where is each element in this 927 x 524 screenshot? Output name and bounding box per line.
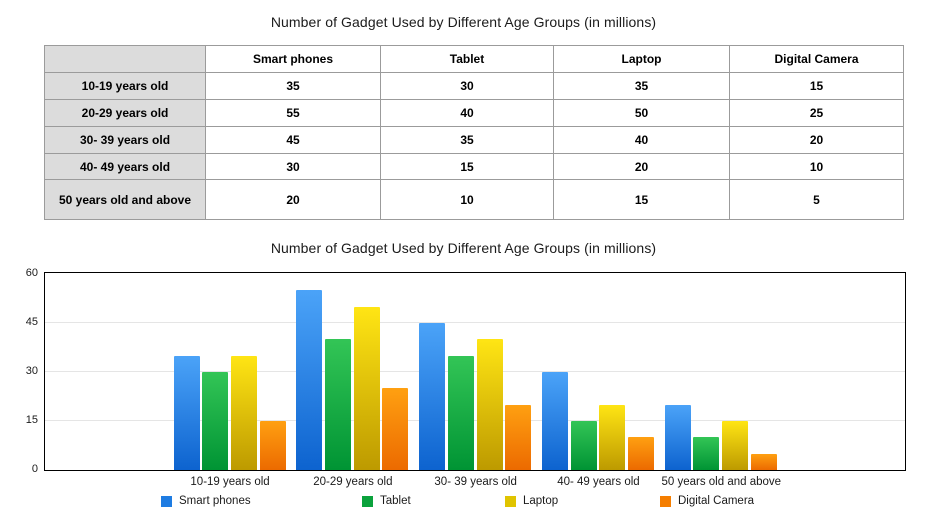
table-cell: 35	[553, 72, 730, 100]
chart-title: Number of Gadget Used by Different Age G…	[270, 240, 657, 256]
y-axis-tick-label-15: 15	[25, 413, 38, 426]
bar-tablet-50-years-old-and-above	[693, 437, 720, 470]
table-cell: 40	[553, 126, 730, 154]
category-label-20-29-years-old: 20-29 years old	[313, 476, 393, 488]
gridline-15	[45, 420, 905, 421]
gridline-30	[45, 371, 905, 372]
table-cell: 15	[553, 179, 730, 220]
table-cell: 40	[380, 99, 554, 127]
legend-item-smart-phones: Smart phones	[161, 495, 251, 507]
table-cell: 50	[553, 99, 730, 127]
table-col-header-tablet: Tablet	[380, 45, 554, 73]
table-cell: 30	[380, 72, 554, 100]
legend-item-digital-camera: Digital Camera	[660, 495, 754, 507]
table-cell: 25	[729, 99, 904, 127]
table-row-label-20-29-years-old: 20-29 years old	[44, 99, 206, 127]
bar-digital-camera-30-39-years-old	[505, 404, 532, 470]
table-cell: 20	[553, 153, 730, 180]
legend-swatch-digital-camera	[660, 495, 671, 507]
category-label-50-years-old-and-above: 50 years old and above	[661, 476, 782, 488]
gridline-45	[45, 322, 905, 323]
table-corner-cell	[44, 45, 206, 73]
table-cell: 45	[205, 126, 381, 154]
plot-area	[44, 272, 906, 471]
category-label-10-19-years-old: 10-19 years old	[190, 476, 270, 488]
data-table: Smart phones Tablet Laptop Digital Camera 10…	[44, 45, 904, 220]
table-row-label-40-49-years-old: 40- 49 years old	[44, 153, 206, 180]
legend-swatch-smart-phones	[161, 495, 172, 507]
legend-label: Smart phones	[179, 495, 251, 507]
table-cell: 15	[380, 153, 554, 180]
table-cell: 15	[729, 72, 904, 100]
table-cell: 35	[380, 126, 554, 154]
table-header-row: Smart phones Tablet Laptop Digital Camera	[44, 45, 904, 73]
y-axis-tick-label-30: 30	[25, 364, 38, 377]
table-title: Number of Gadget Used by Different Age G…	[270, 14, 657, 30]
bar-digital-camera-10-19-years-old	[259, 421, 286, 470]
table-row-label-50-years-old-and-above: 50 years old and above	[44, 179, 206, 220]
y-axis-tick-label-0: 0	[31, 462, 38, 475]
legend-label: Tablet	[380, 495, 411, 507]
bar-tablet-20-29-years-old	[325, 339, 351, 470]
bar-laptop-10-19-years-old	[230, 355, 257, 470]
table-cell: 20	[205, 179, 381, 220]
legend-item-tablet: Tablet	[362, 495, 411, 507]
table-cell: 30	[205, 153, 381, 180]
bar-digital-camera-50-years-old-and-above	[750, 453, 777, 470]
table-col-header-digital-camera: Digital Camera	[729, 45, 904, 73]
category-label-40-49-years-old: 40- 49 years old	[557, 476, 640, 488]
bar-digital-camera-40-49-years-old	[628, 437, 654, 470]
bar-tablet-30-39-years-old	[447, 355, 474, 470]
table-cell: 10	[729, 153, 904, 180]
bar-tablet-40-49-years-old	[570, 421, 597, 470]
bar-smart-phones-10-19-years-old	[173, 355, 200, 470]
table-col-header-laptop: Laptop	[553, 45, 730, 73]
table-row: 10-19 years old 35 30 35 15	[44, 72, 904, 100]
y-axis-tick-label-45: 45	[25, 315, 38, 328]
bar-digital-camera-20-29-years-old	[382, 388, 409, 470]
legend-swatch-laptop	[505, 495, 516, 507]
bar-tablet-10-19-years-old	[202, 372, 229, 470]
legend-item-laptop: Laptop	[505, 495, 558, 507]
table-row: 40- 49 years old 30 15 20 10	[44, 153, 904, 180]
bar-laptop-50-years-old-and-above	[722, 421, 749, 470]
legend-swatch-tablet	[362, 495, 373, 507]
table-col-header-smart-phones: Smart phones	[205, 45, 381, 73]
table-row: 20-29 years old 55 40 50 25	[44, 99, 904, 127]
table-row: 50 years old and above 20 10 15 5	[44, 179, 904, 220]
bar-smart-phones-20-29-years-old	[296, 290, 323, 470]
table-cell: 5	[729, 179, 904, 220]
table-cell: 10	[380, 179, 554, 220]
category-label-30-39-years-old: 30- 39 years old	[434, 476, 517, 488]
table-row-label-30-39-years-old: 30- 39 years old	[44, 126, 206, 154]
y-axis-tick-label-60: 60	[25, 266, 38, 279]
bar-smart-phones-30-39-years-old	[419, 323, 446, 470]
table-row: 30- 39 years old 45 35 40 20	[44, 126, 904, 154]
table-cell: 55	[205, 99, 381, 127]
bar-laptop-40-49-years-old	[599, 404, 626, 470]
bar-laptop-20-29-years-old	[353, 306, 380, 470]
bar-laptop-30-39-years-old	[476, 339, 503, 470]
table-cell: 20	[729, 126, 904, 154]
bar-smart-phones-50-years-old-and-above	[664, 404, 691, 470]
legend-label: Digital Camera	[678, 495, 755, 507]
bar-smart-phones-40-49-years-old	[541, 372, 568, 470]
legend-label: Laptop	[523, 495, 559, 507]
table-row-label-10-19-years-old: 10-19 years old	[44, 72, 206, 100]
table-cell: 35	[205, 72, 381, 100]
